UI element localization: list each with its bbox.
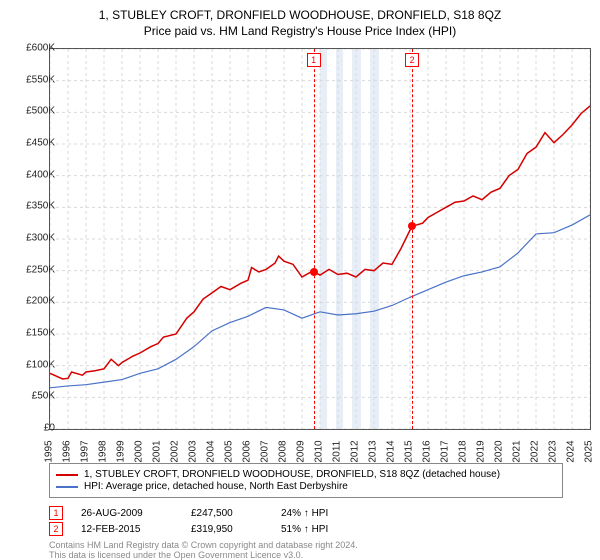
title-line-1: 1, STUBLEY CROFT, DRONFIELD WOODHOUSE, D…	[0, 8, 600, 22]
event-row: 1 26-AUG-2009 £247,500 24% ↑ HPI	[49, 506, 328, 520]
chart-container: 1, STUBLEY CROFT, DRONFIELD WOODHOUSE, D…	[0, 0, 600, 560]
legend-text: 1, STUBLEY CROFT, DRONFIELD WOODHOUSE, D…	[84, 469, 500, 480]
event-date: 26-AUG-2009	[81, 508, 191, 519]
title-line-2: Price paid vs. HM Land Registry's House …	[0, 24, 600, 38]
event-marker-icon: 2	[49, 522, 63, 536]
legend-item: HPI: Average price, detached house, Nort…	[56, 481, 556, 492]
legend-text: HPI: Average price, detached house, Nort…	[84, 481, 348, 492]
event-row: 2 12-FEB-2015 £319,950 51% ↑ HPI	[49, 522, 328, 536]
event-price: £247,500	[191, 508, 281, 519]
event-date: 12-FEB-2015	[81, 524, 191, 535]
event-pct: 51% ↑ HPI	[281, 524, 328, 535]
event-marker-icon: 1	[49, 506, 63, 520]
legend-item: 1, STUBLEY CROFT, DRONFIELD WOODHOUSE, D…	[56, 469, 556, 480]
event-price: £319,950	[191, 524, 281, 535]
event-pct: 24% ↑ HPI	[281, 508, 328, 519]
license-text: Contains HM Land Registry data © Crown c…	[49, 540, 358, 560]
title-block: 1, STUBLEY CROFT, DRONFIELD WOODHOUSE, D…	[0, 0, 600, 42]
legend-swatch	[56, 474, 78, 476]
plot-area: 12	[49, 48, 591, 430]
legend-swatch	[56, 486, 78, 488]
legend: 1, STUBLEY CROFT, DRONFIELD WOODHOUSE, D…	[49, 463, 563, 498]
event-table: 1 26-AUG-2009 £247,500 24% ↑ HPI 2 12-FE…	[49, 504, 328, 538]
